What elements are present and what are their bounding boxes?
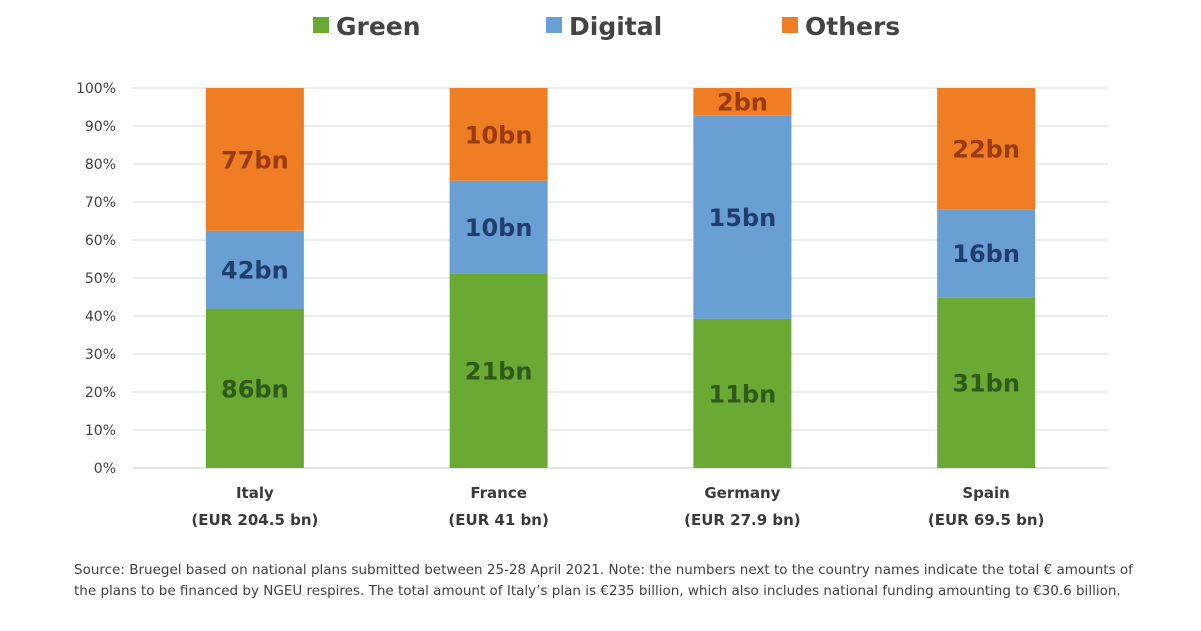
y-tick-label: 30% [85,347,116,363]
data-label-others-france: 10bn [465,121,533,149]
bar-digital-spain [937,209,1036,298]
y-tick-label: 60% [85,233,116,249]
data-label-green-france: 21bn [465,358,533,386]
legend-swatch-green [313,17,329,33]
category-subtitle-italy: (EUR 204.5 bn) [191,511,318,529]
y-tick-label: 40% [85,309,116,325]
source-note: Source: Bruegel based on national plans … [74,562,1133,599]
bar-green-germany [693,318,792,468]
y-tick-label: 80% [85,157,116,173]
data-label-digital-italy: 42bn [221,257,289,285]
data-label-green-italy: 86bn [221,375,289,403]
y-tick-label: 100% [76,81,116,97]
category-label-germany: Germany [704,484,780,502]
category-label-italy: Italy [236,484,274,502]
category-label-spain: Spain [962,484,1009,502]
bar-green-france [449,273,548,468]
bar-others-france [449,88,548,181]
data-label-green-spain: 31bn [952,370,1020,398]
category-label-france: France [470,484,527,502]
bar-others-spain [937,88,1036,210]
y-tick-label: 50% [85,271,116,287]
legend-swatch-digital [546,17,562,33]
y-tick-label: 20% [85,385,116,401]
bar-others-italy [205,88,304,231]
data-label-digital-france: 10bn [465,214,533,242]
data-label-others-germany: 2bn [717,89,768,117]
data-label-others-spain: 22bn [952,136,1020,164]
bar-others-germany [693,88,792,116]
y-tick-label: 90% [85,119,116,135]
y-tick-label: 0% [94,461,116,477]
y-tick-label: 70% [85,195,116,211]
data-label-green-germany: 11bn [709,380,777,408]
bar-green-italy [205,308,304,468]
stacked-bar-chart: 0% 10% 20% 30% 40% 50% 60% 70% 80% 90% 100% 86bn 42b… [76,12,1108,529]
category-subtitle-spain: (EUR 69.5 bn) [928,511,1045,529]
legend-label-green: Green [336,12,421,41]
bar-digital-italy [205,230,304,309]
data-label-others-italy: 77bn [221,146,289,174]
bar-digital-germany [693,115,792,319]
legend-label-digital: Digital [569,12,662,41]
legend-label-others: Others [805,12,900,41]
category-subtitle-germany: (EUR 27.9 bn) [684,511,801,529]
legend-swatch-others [782,17,798,33]
bar-digital-france [449,180,548,274]
bar-green-spain [937,297,1036,468]
data-label-digital-germany: 15bn [709,204,777,232]
category-subtitle-france: (EUR 41 bn) [448,511,548,529]
data-label-digital-spain: 16bn [952,240,1020,268]
y-tick-label: 10% [85,423,116,439]
